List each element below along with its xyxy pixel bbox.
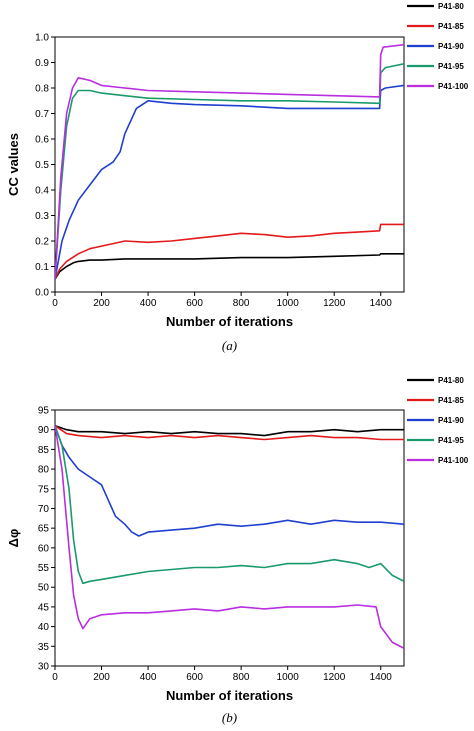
x-axis-title: Number of iterations	[166, 314, 293, 329]
x-tick-label: 800	[233, 672, 250, 683]
y-tick-label: 0.6	[35, 135, 49, 146]
x-tick-label: 600	[186, 672, 203, 683]
legend-label: P41-95	[438, 62, 464, 71]
panel-a: 0 200 400 600 800 1000 1200 1400 0.0 0.1 0.2 0.3 0.4…	[6, 2, 469, 353]
x-tick-label: 200	[93, 672, 110, 683]
y-tick-label: 70	[38, 504, 50, 515]
y-tick-label: 40	[38, 622, 50, 633]
legend-label: P41-80	[438, 2, 464, 11]
plot-frame	[54, 409, 405, 667]
x-tick-label: 1000	[277, 298, 300, 309]
y-tick-label: 80	[38, 465, 50, 476]
y-tick-label: 30	[38, 662, 50, 673]
series-line-p41-80	[55, 425, 404, 437]
series-line-p41-95	[55, 425, 404, 585]
x-tick-label: 800	[233, 298, 250, 309]
y-tick-label: 75	[38, 484, 50, 495]
y-tick-label: 0.1	[35, 262, 49, 273]
legend-label: P41-85	[438, 22, 464, 31]
x-tick-label: 0	[52, 672, 58, 683]
y-axis-title: Δφ	[6, 529, 21, 548]
y-tick-label: 55	[38, 563, 50, 574]
y-tick-label: 0.4	[35, 186, 49, 197]
y-tick-label: 45	[38, 602, 50, 613]
y-tick-label: 0.2	[35, 237, 49, 248]
y-tick-label: 0.9	[35, 58, 49, 69]
legend-label: P41-95	[438, 436, 464, 445]
panel-b: 0 200 400 600 800 1000 1200 1400 30 35 40 45 50 55 60 6…	[6, 376, 469, 725]
series-line-p41-90	[55, 84, 404, 280]
series-line-p41-85	[55, 425, 404, 441]
y-tick-label: 85	[38, 445, 50, 456]
y-axis-title: CC values	[6, 133, 21, 196]
series-line-p41-80	[55, 253, 404, 280]
legend-label: P41-100	[438, 456, 469, 465]
legend-label: P41-100	[438, 82, 469, 91]
y-tick-label: 0.3	[35, 211, 49, 222]
y-tick-label: 0.7	[35, 109, 49, 120]
panel-caption: (a)	[222, 338, 237, 353]
series-line-p41-100	[55, 425, 404, 650]
y-tick-label: 90	[38, 425, 50, 436]
y-tick-label: 0.5	[35, 160, 49, 171]
y-tick-label: 65	[38, 524, 50, 535]
legend-label: P41-90	[438, 42, 464, 51]
series-line-p41-90	[55, 425, 404, 537]
x-tick-label: 1000	[277, 672, 300, 683]
legend-label: P41-80	[438, 376, 464, 385]
y-tick-label: 35	[38, 642, 50, 653]
x-axis-title: Number of iterations	[166, 688, 293, 703]
y-tick-label: 1.0	[35, 33, 49, 44]
y-tick-label: 0.0	[35, 288, 49, 299]
x-tick-label: 1200	[323, 298, 346, 309]
x-tick-label: 1200	[323, 672, 346, 683]
x-tick-label: 400	[140, 672, 157, 683]
x-tick-label: 1400	[370, 672, 393, 683]
series-line-p41-100	[55, 43, 404, 280]
series-line-p41-85	[55, 223, 404, 280]
y-tick-label: 95	[38, 406, 50, 417]
x-tick-label: 1400	[370, 298, 393, 309]
legend-label: P41-90	[438, 416, 464, 425]
y-tick-label: 50	[38, 583, 50, 594]
y-tick-label: 60	[38, 543, 50, 554]
x-tick-label: 400	[140, 298, 157, 309]
panel-caption: (b)	[222, 710, 237, 725]
legend-label: P41-85	[438, 396, 464, 405]
x-tick-label: 0	[52, 298, 58, 309]
plot-frame	[54, 36, 405, 293]
x-tick-label: 600	[186, 298, 203, 309]
y-tick-label: 0.8	[35, 84, 49, 95]
x-tick-label: 200	[93, 298, 110, 309]
